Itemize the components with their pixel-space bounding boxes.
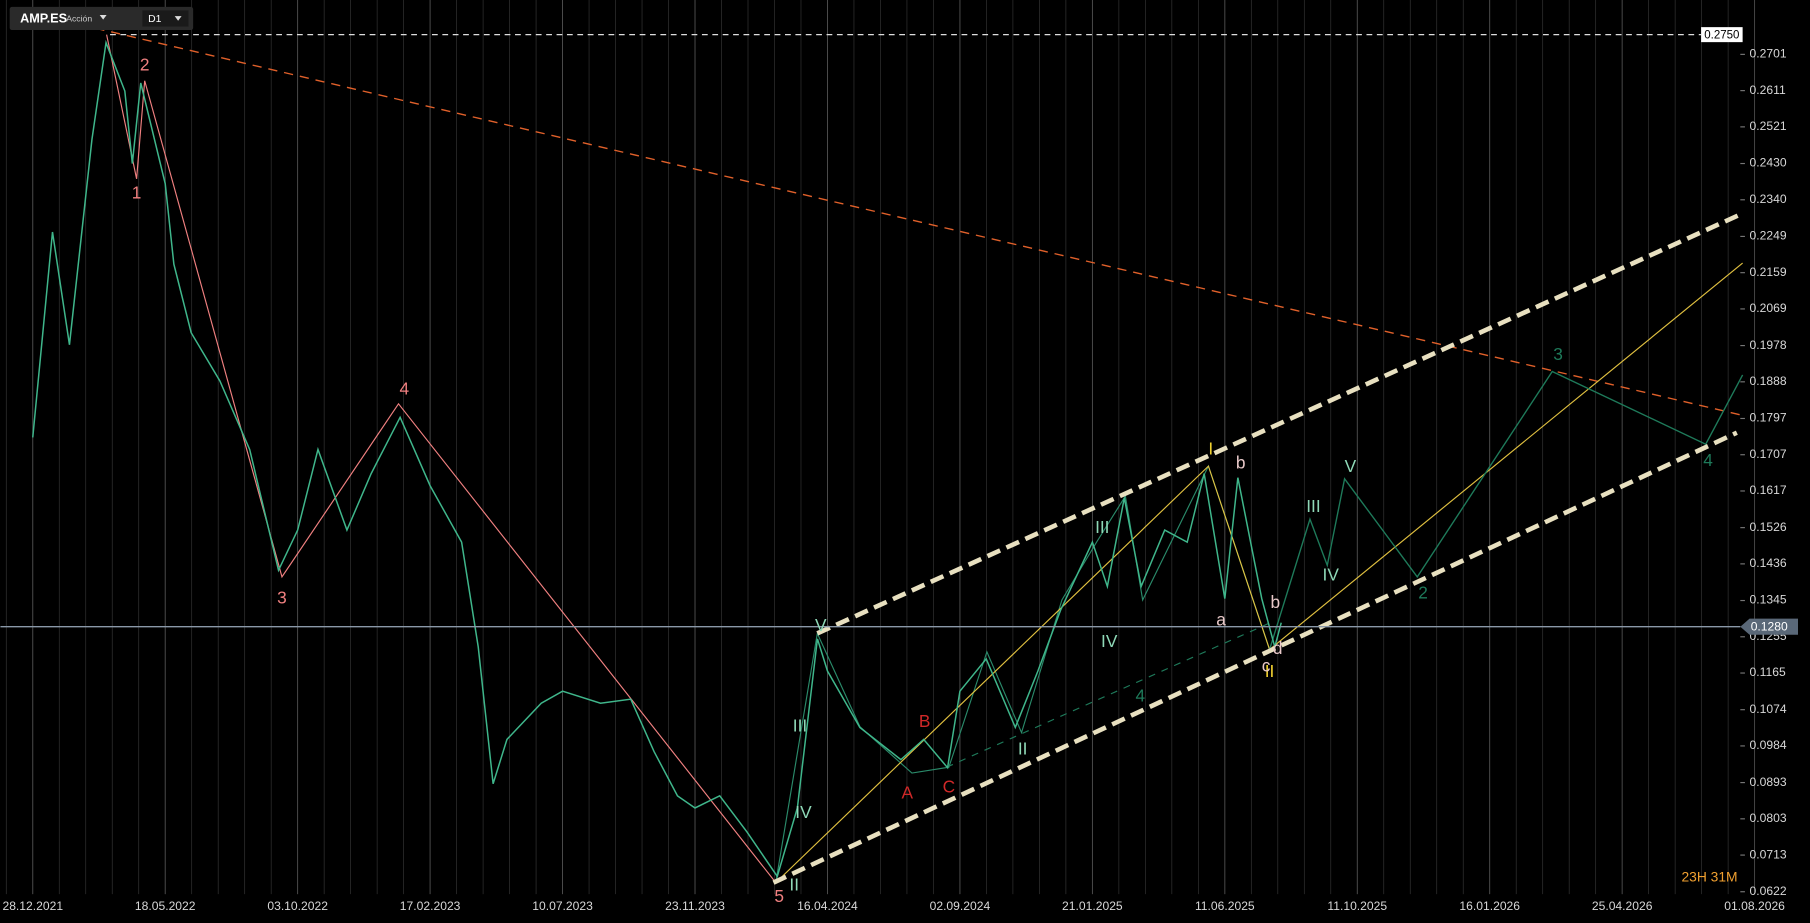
wave-label: 1 — [132, 182, 142, 202]
y-tick-label: 0.0893 — [1750, 775, 1787, 789]
y-tick-label: 0.2521 — [1750, 119, 1787, 133]
x-tick-label: 01.08.2026 — [1724, 899, 1785, 913]
wave-label: IV — [1101, 631, 1118, 651]
x-tick-label: 28.12.2021 — [2, 899, 63, 913]
y-tick-label: 0.1707 — [1750, 447, 1787, 461]
dropdown-arrow[interactable] — [99, 14, 107, 20]
wave-label: 3 — [277, 587, 287, 607]
price-tag — [1740, 618, 1799, 635]
plot: 28.12.2021 18.05.2022 03.10.2022 17.02.2023… — [0, 27, 1799, 913]
x-tick-label: 17.02.2023 — [400, 899, 461, 913]
timeframe-box[interactable] — [142, 10, 189, 27]
wave-label: II — [789, 875, 799, 895]
wave-label: 4 — [399, 379, 409, 399]
wave-label: 3 — [1553, 344, 1563, 364]
wave-label: B — [919, 711, 931, 731]
y-tick-label: 0.1797 — [1750, 411, 1787, 425]
wave-label: IV — [795, 802, 812, 822]
y-tick-label: 0.0622 — [1750, 884, 1787, 898]
grid — [5, 0, 1756, 895]
y-tick-label: 0.0803 — [1750, 811, 1787, 825]
x-tick-label: 11.06.2025 — [1195, 899, 1255, 913]
wave-label: b — [1271, 592, 1281, 612]
y-tick-label: 0.2611 — [1750, 83, 1786, 97]
y-tick-label: 0.1888 — [1750, 374, 1787, 388]
wave-label: C — [943, 777, 956, 797]
y-tick-label: 0.2159 — [1750, 265, 1787, 279]
y-tick-label: 0.0713 — [1750, 847, 1787, 861]
x-tick-label: 10.07.2023 — [532, 899, 593, 913]
wave-label: 5 — [774, 886, 784, 906]
wave-label: 4 — [1136, 685, 1146, 705]
y-tick-label: 0.0984 — [1750, 738, 1787, 752]
x-tick-label: 02.09.2024 — [930, 899, 991, 913]
y-tick-label: 0.2701 — [1750, 47, 1787, 61]
price-tag — [1701, 27, 1743, 43]
wave-label: III — [1306, 496, 1320, 516]
price-tag-label: 0.1280 — [1751, 619, 1788, 633]
wave-label: IV — [1323, 564, 1340, 584]
y-tick-label: 0.2340 — [1750, 192, 1787, 206]
wave-label: I — [1208, 439, 1213, 459]
x-tick-label: 21.01.2025 — [1062, 899, 1123, 913]
wave-label: 2 — [140, 54, 150, 74]
wave-label: V — [1345, 456, 1357, 476]
wave-label: c — [1262, 655, 1271, 675]
trend-line — [946, 622, 1270, 768]
x-tick-label: 18.05.2022 — [135, 899, 196, 913]
wave-label: 2 — [1418, 583, 1428, 603]
dropdown-arrow[interactable] — [174, 16, 182, 21]
wave-label: V — [815, 615, 827, 635]
wave-label: III — [1095, 517, 1109, 537]
x-tick-label: 11.10.2025 — [1327, 899, 1387, 913]
wave-label: II — [1018, 738, 1028, 758]
x-tick-label: 25.04.2026 — [1592, 899, 1653, 913]
y-tick-label: 0.2430 — [1750, 156, 1787, 170]
y-tick-label: 0.1436 — [1750, 556, 1787, 570]
y-tick-label: 0.1617 — [1750, 483, 1787, 497]
y-tick-label: 0.2249 — [1750, 229, 1787, 243]
price-line — [32, 39, 1282, 879]
projection-line — [1268, 370, 1744, 650]
instrument-type: Acción — [66, 13, 92, 23]
wave-label: II — [1265, 661, 1275, 681]
y-tick-label: 0.1345 — [1750, 593, 1787, 607]
price-tag-label: 0.2750 — [1704, 29, 1739, 41]
y-tick-label: 0.1074 — [1750, 702, 1787, 716]
channel-line — [816, 211, 1744, 636]
x-tick-label: 23.11.2023 — [665, 899, 725, 913]
y-tick-label: 0.2069 — [1750, 301, 1787, 315]
trend-line — [63, 20, 1743, 417]
wave-label: 4 — [1703, 450, 1713, 470]
wave-label: d — [1273, 638, 1283, 658]
x-tick-label: 16.04.2024 — [797, 899, 858, 913]
y-tick-label: 0.1978 — [1750, 338, 1787, 352]
symbol[interactable]: AMP.ES — [20, 11, 67, 25]
y-tick-label: 0.1165 — [1750, 665, 1786, 679]
countdown: 23H 31M — [1681, 869, 1737, 885]
wave-label: a — [1216, 609, 1226, 629]
y-tick-label: 0.1526 — [1750, 520, 1787, 534]
wave-label: III — [793, 715, 807, 735]
x-tick-label: 03.10.2022 — [267, 899, 328, 913]
channel-line — [772, 430, 1738, 885]
x-tick-label: 16.01.2026 — [1459, 899, 1520, 913]
timeframe[interactable]: D1 — [148, 14, 161, 25]
wave-label: A — [902, 782, 914, 802]
wave-label: b — [1236, 452, 1246, 472]
